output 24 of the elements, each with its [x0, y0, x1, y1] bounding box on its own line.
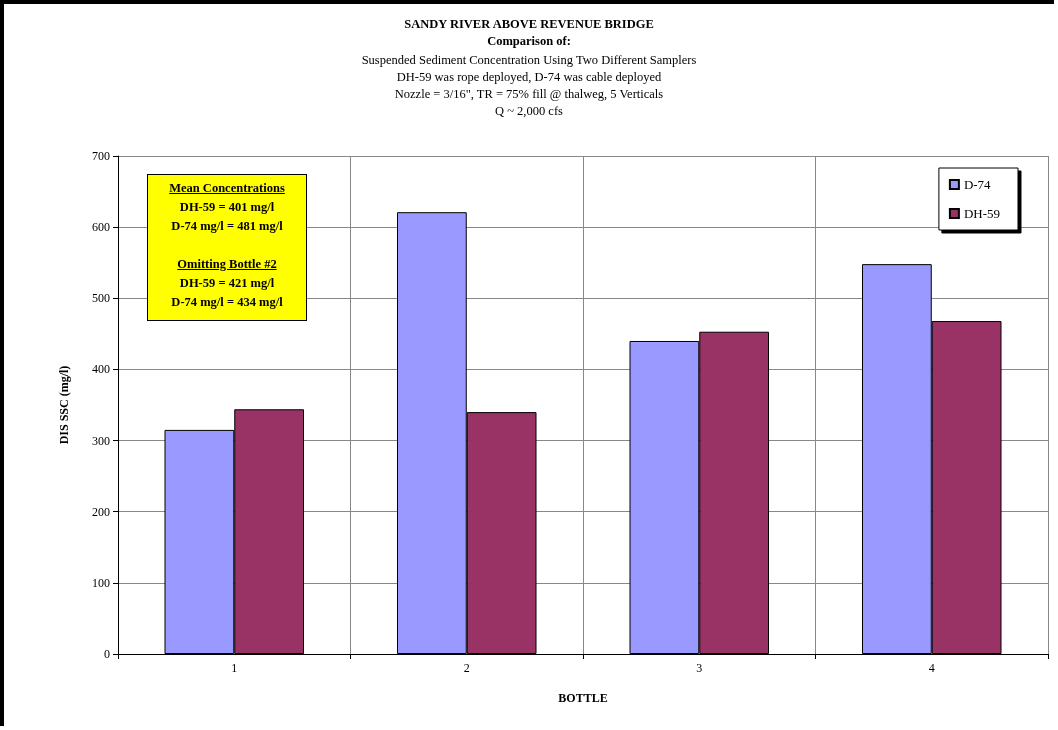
- legend-label: D-74: [963, 177, 992, 192]
- x-tick-label: 4: [928, 661, 935, 675]
- y-tick-label: 400: [92, 362, 110, 377]
- x-tick-label: 2: [463, 661, 470, 675]
- annotation: D-74 mg/l = 481 mg/l: [170, 218, 284, 235]
- y-axis-title: DIS SSC (mg/l): [57, 365, 71, 445]
- x-axis-title: BOTTLE: [558, 691, 608, 705]
- annotation: Omitting Bottle #2: [176, 256, 278, 273]
- x-tick-label: 1: [231, 661, 238, 675]
- chart-title: SANDY RIVER ABOVE REVENUE BRIDGE Comparison of:: [404, 16, 654, 48]
- y-tick-label: 300: [92, 433, 110, 448]
- legend-label: DH-59: [963, 206, 1000, 221]
- annotation: Mean Concentrations: [168, 180, 286, 197]
- chart-subtitle: Suspended Sediment Concentration Using Two Different Samplers DH-59 was rope deployed, D-74 was cable deployed Nozzle = 3/16", TR = 75% fill @ thalweg, 5 Verticals Q ~ 2,000 cfs: [361, 52, 697, 118]
- y-tick-label: 100: [92, 575, 110, 590]
- y-tick-label: 200: [92, 504, 110, 519]
- annotation: DH-59 = 401 mg/l: [178, 199, 276, 216]
- y-tick-label: 500: [92, 291, 110, 306]
- y-tick-label: 0: [104, 647, 110, 661]
- y-tick-label: 600: [92, 220, 110, 235]
- x-tick-label: 3: [696, 661, 703, 675]
- y-tick-label: 700: [92, 149, 110, 163]
- annotation: DH-59 = 421 mg/l: [178, 275, 276, 292]
- annotation: D-74 mg/l = 434 mg/l: [170, 294, 284, 311]
